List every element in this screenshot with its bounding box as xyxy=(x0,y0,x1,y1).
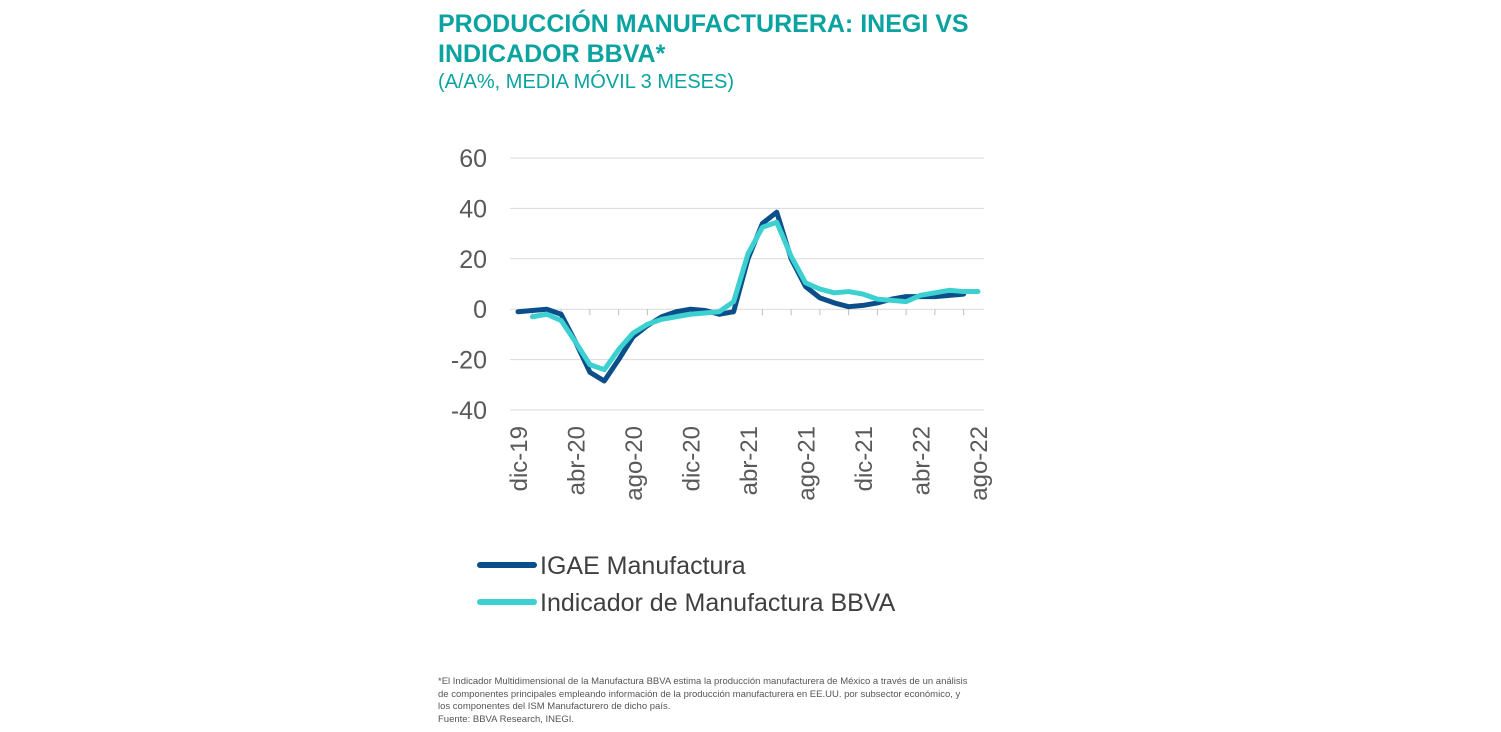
footnote: *El Indicador Multidimensional de la Man… xyxy=(438,676,1028,726)
y-tick-label: 20 xyxy=(459,246,487,274)
legend-label: Indicador de Manufactura BBVA xyxy=(540,589,896,617)
x-tick-label: dic-21 xyxy=(851,426,878,491)
x-tick-label: abr-22 xyxy=(909,426,936,495)
y-tick-label: 40 xyxy=(459,195,487,223)
y-tick-label: -20 xyxy=(451,347,487,375)
chart-title: PRODUCCIÓN MANUFACTURERA: INEGI VS INDIC… xyxy=(438,10,969,68)
y-tick-label: 0 xyxy=(473,296,487,324)
line-chart: 60 40 20 0 -20 -40 dic-19 abr-20 ago-20 dic-20 abr… xyxy=(451,145,993,617)
x-tick-label: abr-21 xyxy=(736,426,763,495)
y-tick-label: 60 xyxy=(459,145,487,173)
x-tick-label: dic-19 xyxy=(506,426,533,491)
footnote-source: Fuente: BBVA Research, INEGI. xyxy=(438,713,575,725)
x-tick-label: dic-20 xyxy=(679,426,706,491)
chart-subtitle: (A/A%, MEDIA MÓVIL 3 MESES) xyxy=(438,71,734,93)
series-line-bbva xyxy=(529,219,981,373)
x-tick-label: ago-21 xyxy=(794,426,821,501)
footnote-line: los componentes del ISM Manufacturero de… xyxy=(438,701,671,712)
footnote-line: de componentes principales empleando inf… xyxy=(438,688,961,700)
x-tick-label: ago-20 xyxy=(621,426,648,501)
x-tick-label: ago-22 xyxy=(966,426,993,501)
footnote-line: *El Indicador Multidimensional de la Man… xyxy=(438,676,968,687)
x-tick-label: abr-20 xyxy=(564,426,591,495)
legend-label: IGAE Manufactura xyxy=(540,552,746,580)
y-tick-label: -40 xyxy=(451,397,487,425)
